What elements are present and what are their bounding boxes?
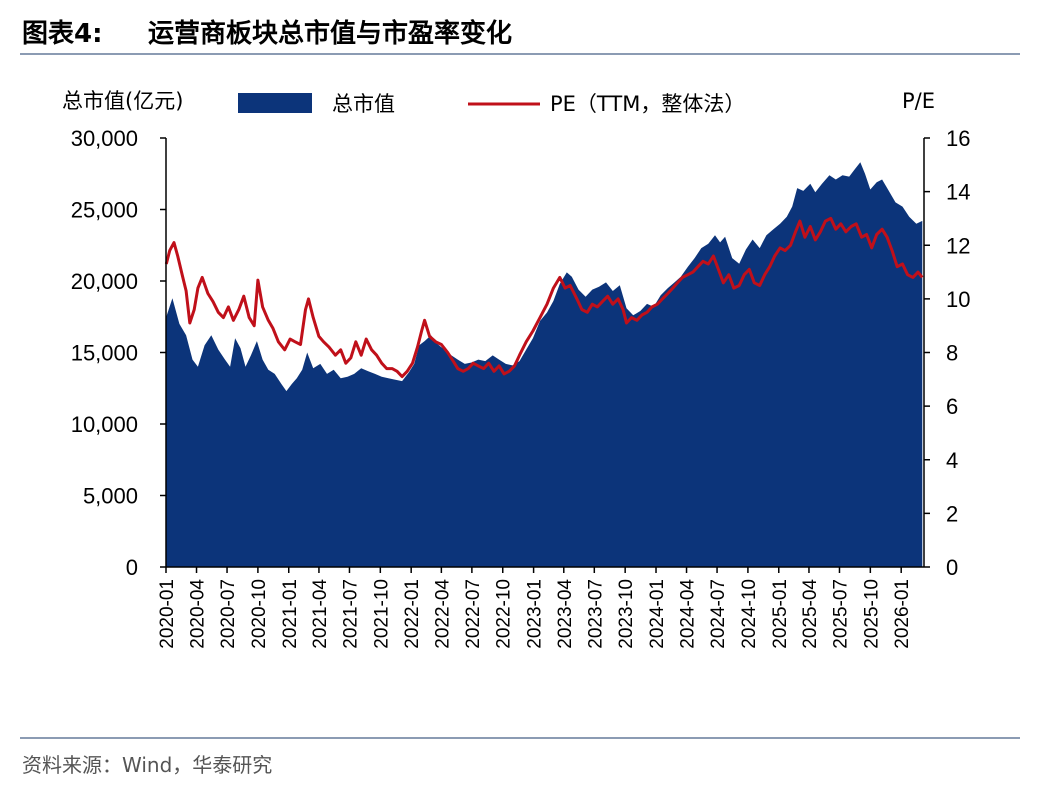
y-left-tick-label: 30,000 <box>71 126 138 151</box>
y-left-tick-label: 5,000 <box>83 484 138 509</box>
legend-label-market-cap: 总市值 <box>332 92 395 116</box>
x-tick-label: 2025-04 <box>800 579 821 649</box>
market-cap-area <box>166 162 923 568</box>
y-left-ticks: 30,000 25,000 20,000 15,000 10,000 5,000 0 <box>71 126 166 580</box>
x-tick-label: 2023-10 <box>616 579 637 649</box>
y-left-unit-label: 总市值(亿元) <box>62 89 183 113</box>
x-tick-label: 2022-01 <box>402 579 423 649</box>
y-left-tick-label: 25,000 <box>71 198 138 223</box>
y-right-tick-label: 10 <box>946 287 970 312</box>
y-right-tick-label: 12 <box>946 233 970 258</box>
x-tick-label: 2024-10 <box>739 579 760 649</box>
legend-label-pe: PE（TTM，整体法） <box>550 92 745 116</box>
x-tick-label: 2023-01 <box>525 579 546 649</box>
y-right-ticks: 16 14 12 10 8 6 4 2 0 <box>924 126 970 580</box>
x-tick-label: 2020-04 <box>188 579 209 649</box>
x-tick-label: 2026-01 <box>892 579 913 649</box>
y-right-unit-label: P/E <box>902 89 935 113</box>
y-right-tick-label: 14 <box>946 180 970 205</box>
x-tick-label: 2022-07 <box>463 579 484 649</box>
source-note: 资料来源：Wind，华泰研究 <box>22 753 272 777</box>
y-right-tick-label: 4 <box>946 448 958 473</box>
x-tick-label: 2023-04 <box>555 579 576 649</box>
x-tick-label: 2022-10 <box>494 579 515 649</box>
y-left-tick-label: 20,000 <box>71 269 138 294</box>
y-left-tick-label: 10,000 <box>71 412 138 437</box>
plot-area <box>164 162 924 568</box>
x-tick-label: 2022-04 <box>432 579 453 649</box>
y-right-tick-label: 8 <box>946 341 958 366</box>
x-ticks: 2020-01 2020-04 2020-07 2020-10 2021-01 2021-… <box>157 567 913 649</box>
y-left-tick-label: 0 <box>126 555 138 580</box>
x-tick-label: 2024-04 <box>678 579 699 649</box>
y-right-tick-label: 0 <box>946 555 958 580</box>
y-right-tick-label: 2 <box>946 501 958 526</box>
figure-label: 图表4: <box>22 19 103 49</box>
pe-line <box>164 216 924 379</box>
y-left-tick-label: 15,000 <box>71 341 138 366</box>
x-tick-label: 2020-07 <box>218 579 239 649</box>
x-tick-label: 2025-01 <box>770 579 791 649</box>
x-tick-label: 2021-04 <box>310 579 331 649</box>
legend-swatch-market-cap <box>238 93 312 113</box>
x-tick-label: 2024-01 <box>647 579 668 649</box>
x-tick-label: 2020-01 <box>157 579 178 649</box>
chart-title: 运营商板块总市值与市盈率变化 <box>148 18 512 49</box>
y-right-tick-label: 16 <box>946 126 970 151</box>
x-tick-label: 2025-07 <box>831 579 852 649</box>
x-tick-label: 2025-10 <box>861 579 882 649</box>
x-tick-label: 2021-01 <box>280 579 301 649</box>
x-tick-label: 2020-10 <box>249 579 270 649</box>
x-tick-label: 2021-10 <box>371 579 392 649</box>
y-right-tick-label: 6 <box>946 394 958 419</box>
x-tick-label: 2021-07 <box>341 579 362 649</box>
x-tick-label: 2023-07 <box>585 579 606 649</box>
x-tick-label: 2024-07 <box>708 579 729 649</box>
